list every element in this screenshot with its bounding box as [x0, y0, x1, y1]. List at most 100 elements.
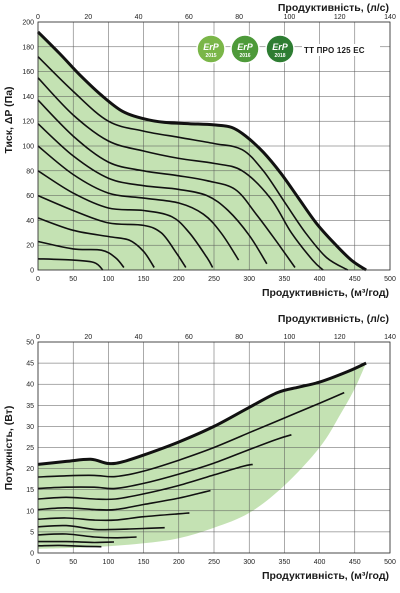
- pressure-y-axis-title: Тиск, ΔP (Па): [3, 86, 15, 153]
- x2-tick-label: 60: [185, 14, 193, 21]
- pressure-fill-area: [38, 31, 367, 271]
- y-tick-label: 20: [26, 466, 34, 473]
- y-tick-label: 40: [26, 382, 34, 389]
- erp-badge-2015: ErP 2015: [196, 34, 226, 64]
- pressure-y-ticks: 0 20 40 60 80 100 120 140 160 180 200: [22, 20, 34, 275]
- x-tick-label: 150: [138, 276, 150, 283]
- x2-tick-label: 0: [36, 14, 40, 21]
- power-max-curve: [37, 361, 367, 466]
- erp-badge-2015-year: 2015: [205, 53, 216, 59]
- power-fill-area: [38, 363, 367, 549]
- series-line-10: [37, 258, 104, 271]
- power-series: [37, 391, 345, 548]
- y-tick-label: 0: [30, 551, 34, 558]
- x2-tick-label: 140: [384, 334, 396, 341]
- series-line-4: [37, 489, 211, 511]
- y-tick-label: 45: [26, 361, 34, 368]
- series-line-6: [37, 170, 214, 268]
- series-line-1: [37, 391, 345, 478]
- power-x-axis-title: Продуктивність, (м³/год): [262, 570, 389, 582]
- y-tick-label: 25: [26, 445, 34, 452]
- pressure-max-curve: [36, 30, 367, 272]
- x-tick-label: 400: [314, 276, 326, 283]
- x2-tick-label: 120: [334, 334, 346, 341]
- series-line-1: [37, 56, 349, 271]
- x2-tick-label: 40: [135, 334, 143, 341]
- erp-badge-2018-circle: [265, 34, 295, 64]
- erp-badge-2015-label: ErP: [203, 42, 220, 52]
- series-line-4: [37, 123, 268, 265]
- pressure-x2-ticks: 0 20 40 60 80 100 120 140: [36, 14, 396, 21]
- series-line-2: [37, 77, 324, 271]
- erp-badge-2015-circle: [196, 34, 226, 64]
- y-tick-label: 140: [22, 94, 34, 101]
- x2-tick-label: 140: [384, 14, 396, 21]
- x-tick-label: 0: [36, 559, 40, 566]
- x2-tick-label: 120: [334, 14, 346, 21]
- y-tick-label: 200: [22, 20, 34, 27]
- series-line-6: [37, 524, 165, 531]
- x-tick-label: 100: [103, 276, 115, 283]
- x-tick-label: 500: [384, 559, 396, 566]
- y-tick-label: 20: [26, 243, 34, 250]
- x-tick-label: 100: [103, 559, 115, 566]
- power-x2-axis-title: Продуктивність, (л/с): [278, 313, 389, 325]
- x-tick-label: 350: [279, 276, 291, 283]
- x-tick-label: 300: [243, 559, 255, 566]
- series-line-8: [37, 540, 115, 544]
- pressure-x-axis-title: Продуктивність, (м³/год): [262, 287, 389, 299]
- erp-badge-2016: ErP 2016: [230, 34, 260, 64]
- power-plot-border: [37, 341, 391, 554]
- x-tick-label: 50: [69, 276, 77, 283]
- x-tick-label: 450: [349, 559, 361, 566]
- y-tick-label: 180: [22, 44, 34, 51]
- x-tick-label: 150: [138, 559, 150, 566]
- x-tick-label: 250: [208, 559, 220, 566]
- series-line-7: [37, 194, 187, 268]
- x2-tick-label: 80: [235, 14, 243, 21]
- erp-badge-2018-label: ErP: [272, 42, 289, 52]
- series-line-5: [37, 145, 240, 261]
- power-y-ticks: 0 5 10 15 20 25 30 35 40 45 50: [26, 340, 34, 558]
- erp-badge-2016-circle: [230, 34, 260, 64]
- power-y-axis-title: Потужність, (Вт): [3, 406, 15, 491]
- series-line-3: [37, 463, 253, 501]
- erp-badge-2018-year: 2018: [274, 53, 285, 59]
- series-line-7: [37, 533, 137, 539]
- series-line-3: [37, 99, 296, 268]
- x2-tick-label: 40: [135, 14, 143, 21]
- power-chart: 0 50 100 150 200 250 300 350 400 450 500 051015202…: [3, 313, 396, 582]
- y-tick-label: 50: [26, 340, 34, 347]
- series-line-5: [37, 512, 190, 522]
- pressure-x2-axis-title: Продуктивність, (л/с): [278, 2, 389, 14]
- y-tick-label: 10: [26, 508, 34, 515]
- x-tick-label: 50: [69, 559, 77, 566]
- y-tick-label: 5: [30, 529, 34, 536]
- series-line-9: [37, 544, 102, 548]
- x-tick-label: 250: [208, 276, 220, 283]
- y-tick-label: 15: [26, 487, 34, 494]
- x-tick-label: 0: [36, 276, 40, 283]
- erp-badge-2016-label: ErP: [237, 42, 254, 52]
- x-tick-label: 350: [279, 559, 291, 566]
- x2-tick-label: 20: [84, 334, 92, 341]
- y-tick-label: 80: [26, 168, 34, 175]
- pressure-series: [37, 56, 349, 271]
- model-label: TT ПРО 125 EC: [304, 46, 365, 55]
- model-label-bg: [302, 44, 380, 56]
- y-tick-label: 120: [22, 119, 34, 126]
- x-tick-label: 400: [314, 559, 326, 566]
- power-x-ticks: 0 50 100 150 200 250 300 350 400 450 500: [36, 559, 396, 566]
- x2-tick-label: 100: [284, 14, 296, 21]
- pressure-x-ticks: 0 50 100 150 200 250 300 350 400 450 500: [36, 276, 396, 283]
- x-tick-label: 200: [173, 559, 185, 566]
- series-line-2: [37, 434, 292, 490]
- x-tick-label: 300: [243, 276, 255, 283]
- y-tick-label: 60: [26, 193, 34, 200]
- series-line-8: [37, 217, 155, 268]
- x2-tick-label: 0: [36, 334, 40, 341]
- y-tick-label: 30: [26, 424, 34, 431]
- series-line-9: [37, 240, 125, 269]
- y-tick-label: 40: [26, 218, 34, 225]
